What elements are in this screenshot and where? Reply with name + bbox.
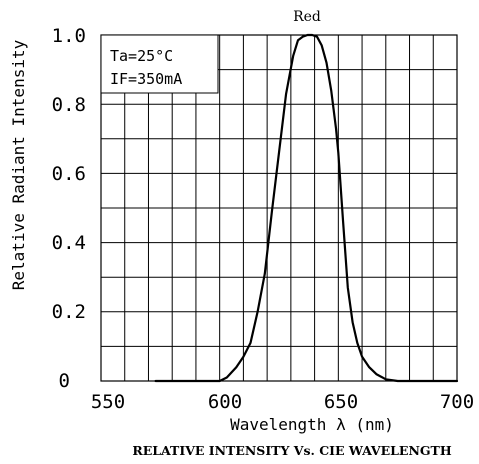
y-tick-label: 0.6 — [52, 163, 86, 185]
conditions-box: Ta=25°C IF=350mA — [100, 34, 219, 94]
y-tick-label: 0.2 — [52, 301, 86, 323]
x-axis-label: Wavelength λ (nm) — [230, 415, 394, 434]
chart-grid — [101, 35, 457, 381]
x-tick-label: 600 — [208, 391, 242, 413]
x-tick-label: 650 — [324, 391, 358, 413]
chart-caption: RELATIVE INTENSITY Vs. CIE WAVELENGTH — [132, 443, 452, 458]
condition-ta: Ta=25°C — [110, 47, 173, 65]
series-label-red: Red — [293, 9, 321, 25]
y-tick-label: 0.8 — [52, 94, 86, 116]
x-tick-labels: 550 600 650 700 — [91, 391, 474, 413]
y-tick-label: 0 — [59, 370, 70, 392]
x-tick-label: 550 — [91, 391, 125, 413]
condition-if: IF=350mA — [110, 70, 182, 88]
y-tick-labels: 0 0.2 0.4 0.6 0.8 1.0 — [52, 25, 86, 392]
y-tick-label: 1.0 — [52, 25, 86, 47]
y-axis-label: Relative Radiant Intensity — [9, 39, 28, 290]
series-red-line — [154, 33, 459, 383]
y-tick-label: 0.4 — [52, 232, 86, 254]
x-tick-label: 700 — [440, 391, 474, 413]
plot-frame — [100, 34, 458, 382]
